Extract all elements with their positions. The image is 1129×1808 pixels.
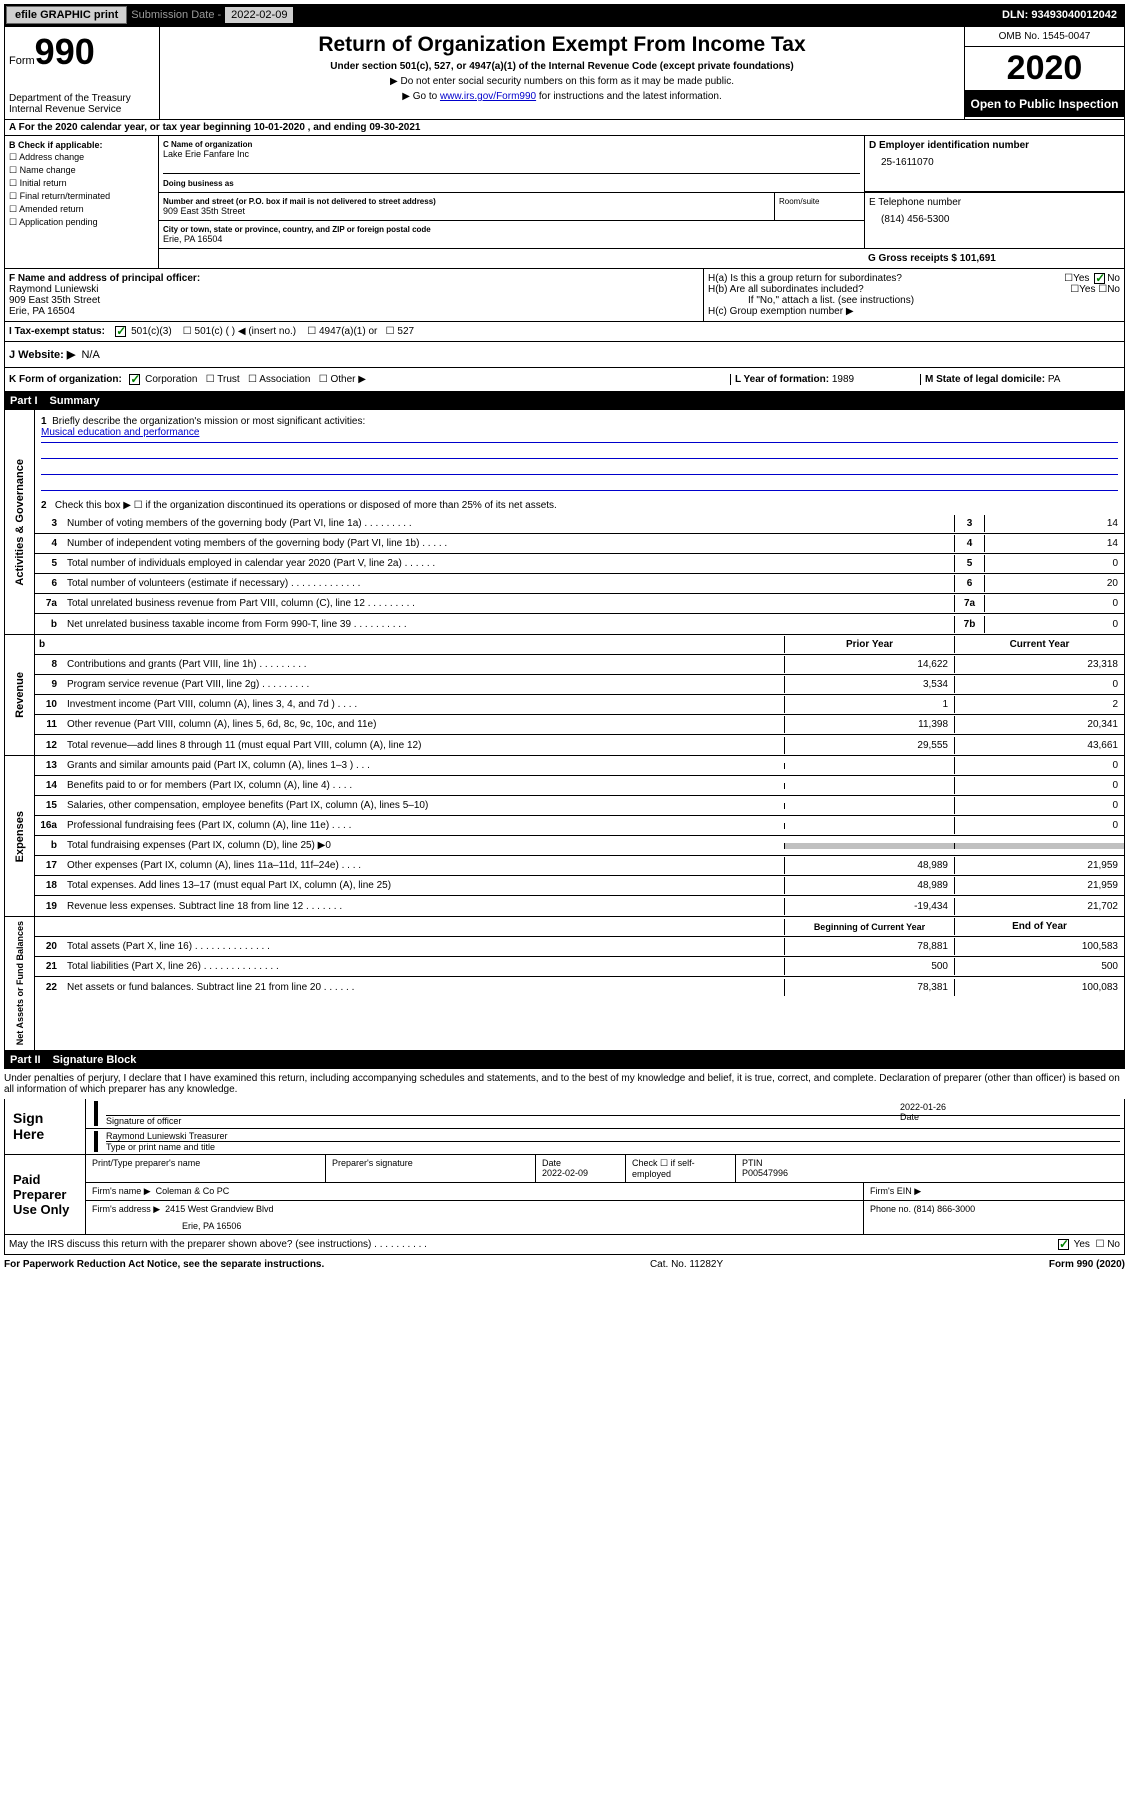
h-cell: H(a) Is this a group return for subordin… — [704, 269, 1124, 321]
col-b: B Check if applicable: ☐ Address change … — [4, 136, 159, 269]
klm-row: K Form of organization: Corporation ☐ Tr… — [4, 368, 1125, 392]
line-row: bTotal fundraising expenses (Part IX, co… — [35, 836, 1124, 856]
tel-cell: E Telephone number (814) 456-5300 — [865, 193, 1125, 249]
row-a: A For the 2020 calendar year, or tax yea… — [4, 120, 1125, 136]
note1: ▶ Do not enter social security numbers o… — [166, 76, 958, 87]
irs-discuss: May the IRS discuss this return with the… — [4, 1235, 1125, 1255]
netassets-section: Net Assets or Fund Balances Beginning of… — [4, 917, 1125, 1050]
efile-btn[interactable]: efile GRAPHIC print — [6, 6, 127, 24]
line-row: 22Net assets or fund balances. Subtract … — [35, 977, 1124, 997]
line-row: 7aTotal unrelated business revenue from … — [35, 594, 1124, 614]
j-row: J Website: ▶ N/A — [4, 342, 1125, 368]
col-cd: C Name of organization Lake Erie Fanfare… — [159, 136, 1125, 269]
l-cell: L Year of formation: 1989 — [730, 374, 920, 385]
tax-year: 2020 — [965, 47, 1124, 91]
part1-header: Part ISummary — [4, 392, 1125, 410]
mission-box: 1 Briefly describe the organization's mi… — [35, 410, 1124, 497]
line-row: bNet unrelated business taxable income f… — [35, 614, 1124, 634]
form-number-cell: Form990 Department of the Treasury Inter… — [5, 27, 160, 119]
line-row: 21Total liabilities (Part X, line 26) . … — [35, 957, 1124, 977]
ein-cell: D Employer identification number 25-1611… — [865, 136, 1125, 192]
fhi-row: F Name and address of principal officer:… — [4, 269, 1125, 322]
cb-pending[interactable]: ☐ Application pending — [9, 217, 154, 228]
dln: DLN: 93493040012042 — [1002, 9, 1123, 21]
line-row: 3Number of voting members of the governi… — [35, 514, 1124, 534]
cb-amended[interactable]: ☐ Amended return — [9, 204, 154, 215]
omb-number: OMB No. 1545-0047 — [965, 27, 1124, 47]
room-cell: Room/suite — [774, 193, 864, 220]
sign-here: Sign Here Signature of officer 2022-01-2… — [4, 1099, 1125, 1155]
f-cell: F Name and address of principal officer:… — [5, 269, 704, 321]
line-row: 16aProfessional fundraising fees (Part I… — [35, 816, 1124, 836]
expenses-section: Expenses 13Grants and similar amounts pa… — [4, 756, 1125, 917]
city-cell: City or town, state or province, country… — [159, 221, 864, 249]
org-name-cell: C Name of organization Lake Erie Fanfare… — [159, 136, 865, 192]
line-row: 13Grants and similar amounts paid (Part … — [35, 756, 1124, 776]
open-public: Open to Public Inspection — [965, 91, 1124, 117]
title-cell: Return of Organization Exempt From Incom… — [160, 27, 964, 119]
line-row: 6Total number of volunteers (estimate if… — [35, 574, 1124, 594]
activities-section: Activities & Governance 1 Briefly descri… — [4, 410, 1125, 635]
gross-receipts: G Gross receipts $ 101,691 — [864, 249, 1124, 268]
line-row: 20Total assets (Part X, line 16) . . . .… — [35, 937, 1124, 957]
street-cell: Number and street (or P.O. box if mail i… — [159, 193, 774, 220]
cb-corp[interactable] — [129, 374, 140, 385]
section-bcd: B Check if applicable: ☐ Address change … — [4, 136, 1125, 269]
topbar: efile GRAPHIC print Submission Date - 20… — [4, 4, 1125, 26]
part2-header: Part IISignature Block — [4, 1051, 1125, 1069]
i-row: I Tax-exempt status: 501(c)(3) ☐ 501(c) … — [4, 322, 1125, 342]
line-row: 4Number of independent voting members of… — [35, 534, 1124, 554]
line-row: 18Total expenses. Add lines 13–17 (must … — [35, 876, 1124, 896]
cb-final[interactable]: ☐ Final return/terminated — [9, 191, 154, 202]
cb-501c3[interactable] — [115, 326, 126, 337]
omb-cell: OMB No. 1545-0047 2020 Open to Public In… — [964, 27, 1124, 119]
k-cell: K Form of organization: Corporation ☐ Tr… — [9, 374, 730, 385]
dept-label: Department of the Treasury Internal Reve… — [9, 93, 155, 115]
line-row: 14Benefits paid to or for members (Part … — [35, 776, 1124, 796]
form-header: Form990 Department of the Treasury Inter… — [4, 26, 1125, 120]
line-row: 12Total revenue—add lines 8 through 11 (… — [35, 735, 1124, 755]
subdate-label: Submission Date - — [131, 9, 221, 21]
footer: For Paperwork Reduction Act Notice, see … — [4, 1255, 1125, 1274]
line-row: 10Investment income (Part VIII, column (… — [35, 695, 1124, 715]
subtitle: Under section 501(c), 527, or 4947(a)(1)… — [166, 61, 958, 72]
line-row: 8Contributions and grants (Part VIII, li… — [35, 655, 1124, 675]
note2: ▶ Go to www.irs.gov/Form990 for instruct… — [166, 91, 958, 102]
line-row: 17Other expenses (Part IX, column (A), l… — [35, 856, 1124, 876]
line-row: 19Revenue less expenses. Subtract line 1… — [35, 896, 1124, 916]
cb-addr[interactable]: ☐ Address change — [9, 152, 154, 163]
perjury-text: Under penalties of perjury, I declare th… — [4, 1069, 1125, 1099]
cb-name[interactable]: ☐ Name change — [9, 165, 154, 176]
main-title: Return of Organization Exempt From Incom… — [166, 33, 958, 57]
line-row: 11Other revenue (Part VIII, column (A), … — [35, 715, 1124, 735]
paid-preparer: Paid Preparer Use Only Print/Type prepar… — [4, 1155, 1125, 1235]
subdate-value: 2022-02-09 — [225, 7, 293, 23]
form990-link[interactable]: www.irs.gov/Form990 — [440, 91, 536, 102]
line-row: 5Total number of individuals employed in… — [35, 554, 1124, 574]
m-cell: M State of legal domicile: PA — [920, 374, 1120, 385]
cb-initial[interactable]: ☐ Initial return — [9, 178, 154, 189]
revenue-section: Revenue b Prior Year Current Year 8Contr… — [4, 635, 1125, 756]
line-row: 9Program service revenue (Part VIII, lin… — [35, 675, 1124, 695]
line-row: 15Salaries, other compensation, employee… — [35, 796, 1124, 816]
